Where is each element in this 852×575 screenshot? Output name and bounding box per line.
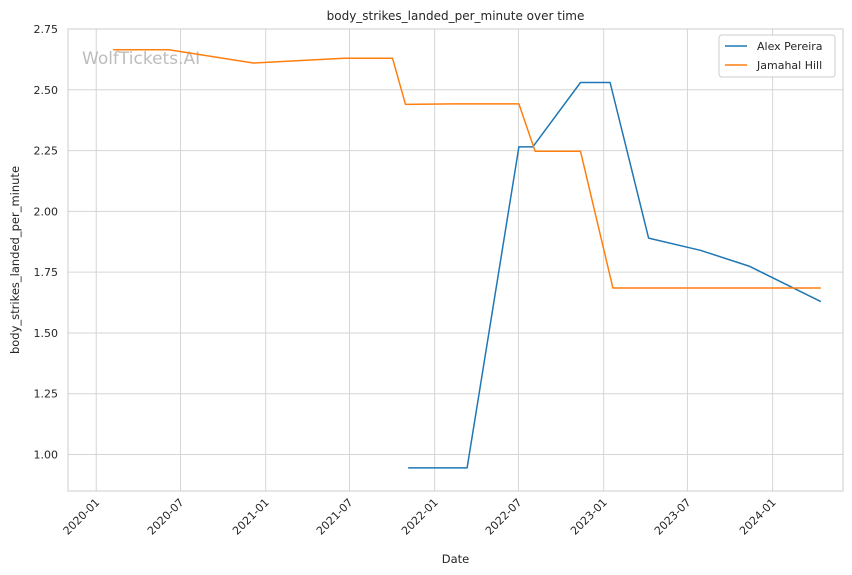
- chart-title: body_strikes_landed_per_minute over time: [327, 9, 585, 23]
- y-tick-label: 1.75: [34, 266, 59, 279]
- y-tick-label: 1.00: [34, 449, 59, 462]
- y-tick-label: 2.00: [34, 205, 59, 218]
- y-tick-label: 2.50: [34, 84, 59, 97]
- series-line-alex-pereira: [407, 81, 822, 469]
- y-tick-label: 2.75: [34, 23, 59, 36]
- y-tick-label: 1.25: [34, 388, 59, 401]
- grid: [68, 28, 843, 491]
- legend-label: Jamahal Hill: [756, 59, 822, 72]
- y-tick-label: 1.50: [34, 327, 59, 340]
- series-line-jamahal-hill: [113, 48, 822, 289]
- legend-label: Alex Pereira: [757, 40, 823, 53]
- y-axis-label: body_strikes_landed_per_minute: [8, 166, 22, 354]
- x-axis-label: Date: [442, 552, 470, 566]
- watermark: WolfTickets.AI: [82, 49, 200, 69]
- legend-box: [718, 34, 836, 78]
- plot-frame: [67, 28, 844, 492]
- y-axis-ticks: 1.00 1.25 1.50 1.75 2.00 2.25 2.50 2.75: [34, 23, 59, 462]
- y-tick-label: 2.25: [34, 145, 59, 158]
- legend: Alex Pereira Jamahal Hill: [718, 34, 836, 78]
- series-layer: [113, 48, 822, 469]
